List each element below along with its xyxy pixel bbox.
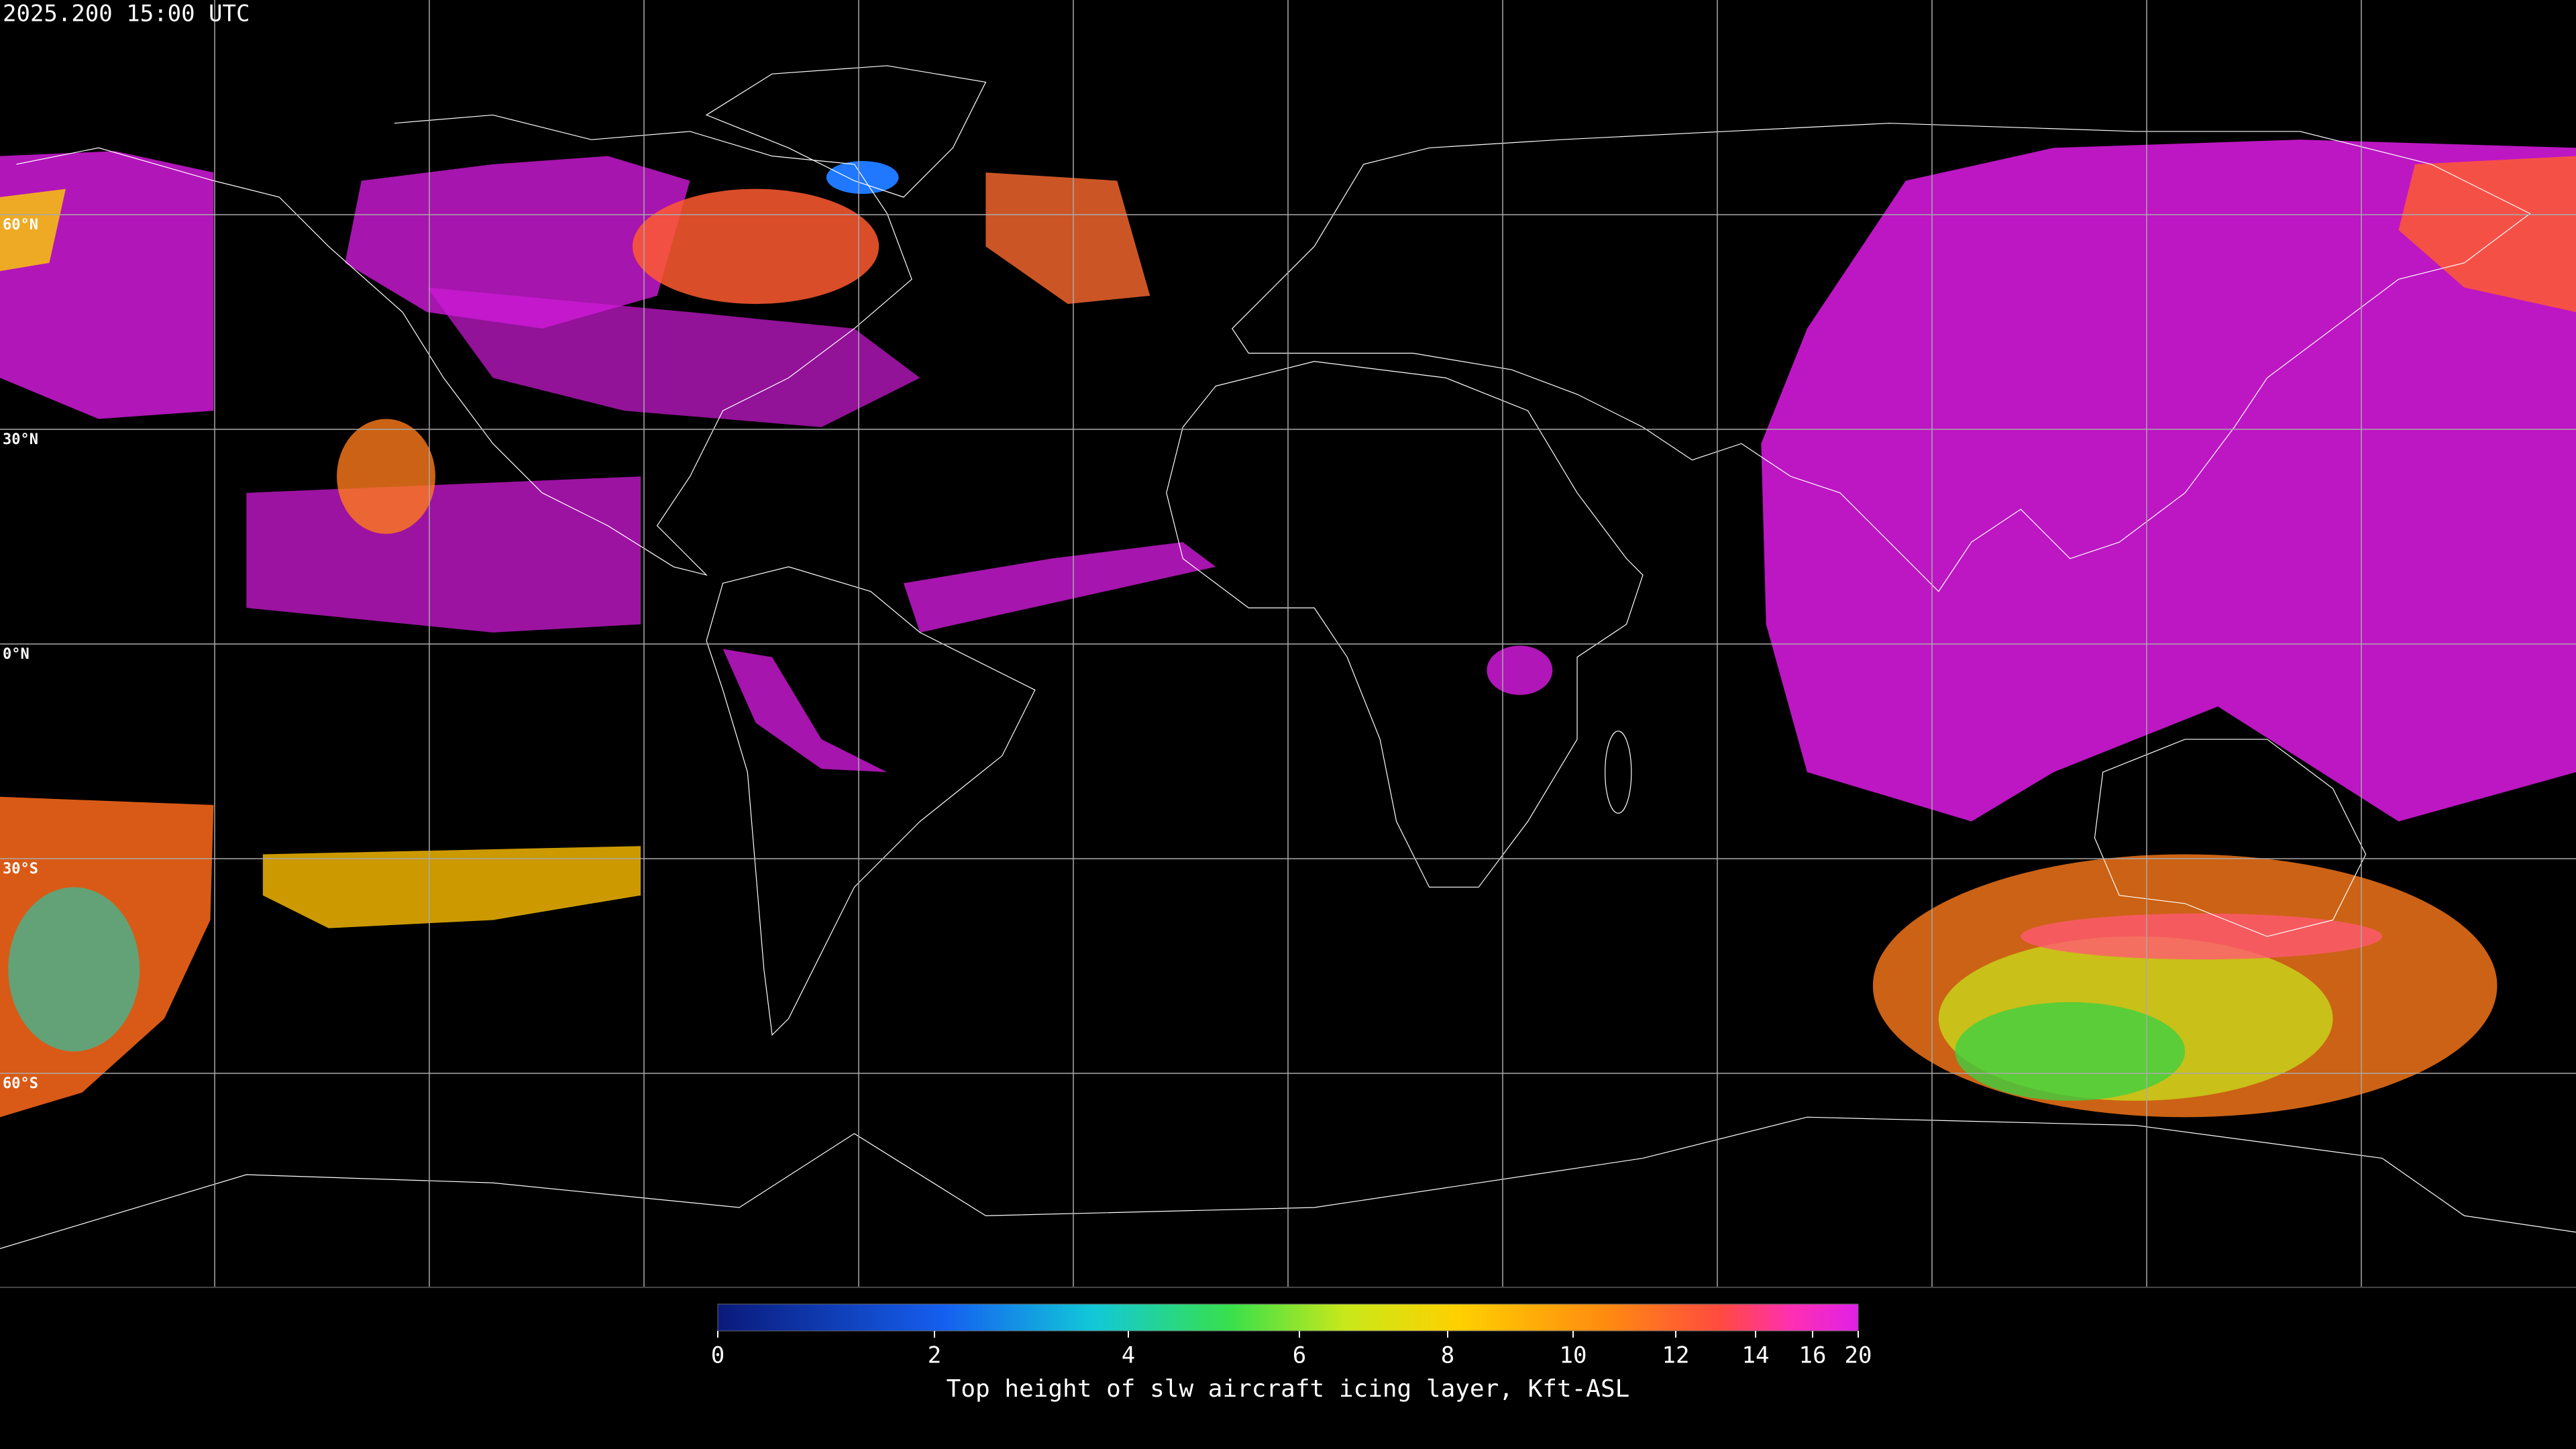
latitude-label: 30°N bbox=[3, 431, 38, 448]
graticule: 60°N 30°N 0°N 30°S 60°S bbox=[0, 0, 2576, 1288]
latitude-label: 60°N bbox=[3, 217, 38, 233]
latitude-label: 0°N bbox=[3, 646, 30, 663]
colorbar-tick-label: 4 bbox=[1122, 1342, 1135, 1369]
latitude-label: 60°S bbox=[3, 1075, 38, 1092]
map-border bbox=[0, 1287, 2576, 1288]
colorbar-tick-label: 12 bbox=[1662, 1342, 1690, 1369]
colorbar-tick-label: 20 bbox=[1845, 1342, 1872, 1369]
colorbar-axis: 0 2 4 6 8 10 12 14 16 20 bbox=[711, 1331, 1872, 1369]
colorbar-title: Top height of slw aircraft icing layer, … bbox=[947, 1375, 1630, 1403]
coastlines bbox=[0, 66, 2576, 1248]
colorbar-tick-label: 10 bbox=[1560, 1342, 1587, 1369]
colorbar-tick-label: 8 bbox=[1441, 1342, 1454, 1369]
colorbar-tick-label: 0 bbox=[711, 1342, 724, 1369]
latitude-label: 30°S bbox=[3, 861, 38, 877]
colorbar-tick-label: 6 bbox=[1293, 1342, 1306, 1369]
icing-field bbox=[0, 140, 2576, 1118]
colorbar-tick-label: 14 bbox=[1742, 1342, 1770, 1369]
colorbar-tick-label: 2 bbox=[928, 1342, 941, 1369]
timestamp: 2025.200 15:00 UTC bbox=[3, 1, 250, 28]
colorbar bbox=[717, 1303, 1859, 1332]
colorbar-tick-label: 16 bbox=[1799, 1342, 1827, 1369]
